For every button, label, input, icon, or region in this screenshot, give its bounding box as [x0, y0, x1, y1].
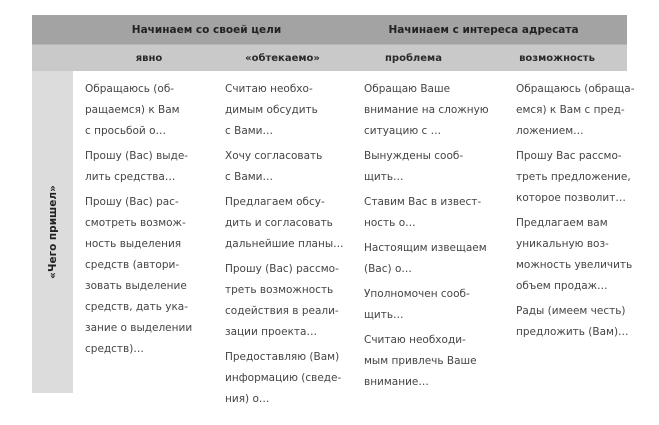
phrase-item: Настоящим извещаем (Вас) о… — [364, 242, 487, 275]
row-label-cell: «Чего пришел» — [32, 71, 73, 393]
column-header-explicit: явно — [135, 52, 163, 64]
phrase-item: Хочу согласовать с Вами… — [225, 150, 323, 183]
column-header-vague: «обтекаемо» — [245, 52, 320, 64]
column-opportunity: Обращаюсь (обраща- емся) к Вам с пред- л… — [510, 71, 656, 393]
phrase-item: Рады (имеем честь) предложить (Вам)… — [516, 305, 629, 338]
group-header-own-goal: Начинаем со своей цели — [131, 23, 282, 36]
phrase-item: Уполномочен сооб- щить… — [364, 288, 470, 321]
phrase-item: Считаю необходи- мым привлечь Ваше внима… — [364, 334, 477, 388]
phrase-item: Вынуждены сооб- щить… — [364, 150, 464, 183]
column-header-problem: проблема — [385, 52, 442, 64]
table-body: «Чего пришел» Обращаюсь (об- ращаемся) к… — [32, 71, 635, 405]
phrases-table: Начинаем со своей цели Начинаем с интере… — [32, 15, 635, 405]
phrase-item: Считаю необхо- димым обсудить с Вами… — [225, 83, 318, 137]
header-stub — [32, 15, 73, 44]
group-header-row: Начинаем со своей цели Начинаем с интере… — [32, 15, 627, 44]
phrase-item: Обращаюсь (об- ращаемся) к Вам с просьбо… — [85, 83, 180, 137]
phrase-item: Прошу Вас рассмо- треть предложение, кот… — [516, 150, 631, 204]
column-explicit: Обращаюсь (об- ращаемся) к Вам с просьбо… — [73, 71, 225, 393]
phrase-item: Ставим Вас в извест- ность о… — [364, 196, 482, 229]
phrase-item: Предлагаем обсу- дить и согласовать даль… — [225, 196, 344, 250]
group-header-addressee-interest: Начинаем с интереса адресата — [388, 23, 579, 36]
phrase-item: Обращаюсь (обраща- емся) к Вам с пред- л… — [516, 83, 635, 137]
phrase-item: Предоставляю (Вам) информацию (сведе- ни… — [225, 351, 342, 405]
column-header-opportunity: возможность — [519, 52, 595, 64]
phrase-item: Прошу (Вас) рассмо- треть возможность со… — [225, 263, 339, 338]
phrase-item: Прошу (Вас) выде- лить средства… — [85, 150, 189, 183]
phrase-item: Прошу (Вас) рас- смотреть возмож- ность … — [85, 196, 193, 355]
phrase-item: Обращаю Ваше внимание на сложную ситуаци… — [364, 83, 489, 137]
column-problem: Обращаю Ваше внимание на сложную ситуаци… — [353, 71, 510, 393]
phrase-item: Предлагаем вам уникальную воз- можность … — [516, 217, 633, 292]
header-stub — [32, 45, 73, 71]
column-header-row: явно «обтекаемо» проблема возможность — [32, 44, 627, 71]
row-label: «Чего пришел» — [46, 185, 59, 279]
column-vague: Считаю необхо- димым обсудить с Вами… Хоч… — [225, 71, 353, 405]
